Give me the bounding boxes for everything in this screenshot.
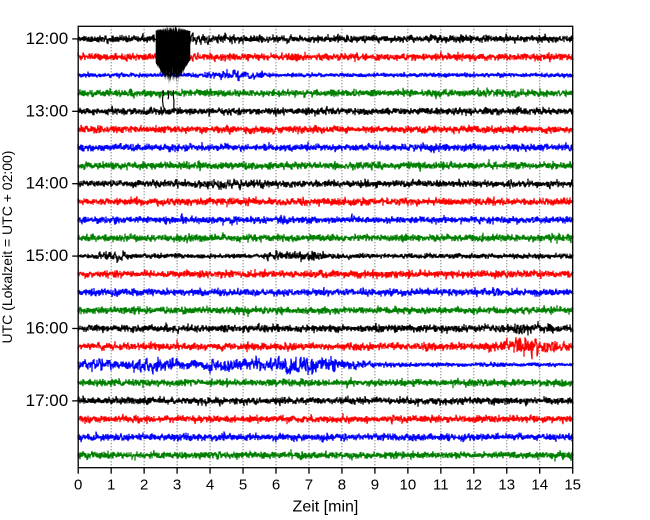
svg-text:11: 11 bbox=[433, 477, 449, 494]
svg-text:Zeit [min]: Zeit [min] bbox=[293, 499, 359, 516]
svg-text:UTC (Lokalzeit = UTC + 02:00): UTC (Lokalzeit = UTC + 02:00) bbox=[0, 151, 15, 344]
svg-text:4: 4 bbox=[206, 477, 214, 494]
svg-text:2: 2 bbox=[140, 477, 148, 494]
svg-text:10: 10 bbox=[400, 477, 417, 494]
svg-text:16:00: 16:00 bbox=[26, 318, 69, 337]
svg-text:14:00: 14:00 bbox=[26, 174, 69, 193]
svg-text:12:00: 12:00 bbox=[26, 29, 69, 48]
svg-text:13:00: 13:00 bbox=[26, 101, 69, 120]
svg-text:5: 5 bbox=[239, 477, 247, 494]
svg-text:6: 6 bbox=[272, 477, 280, 494]
svg-text:15:00: 15:00 bbox=[26, 246, 69, 265]
svg-text:7: 7 bbox=[305, 477, 313, 494]
svg-text:14: 14 bbox=[531, 477, 548, 494]
svg-text:9: 9 bbox=[371, 477, 379, 494]
svg-text:17:00: 17:00 bbox=[26, 391, 69, 410]
svg-text:15: 15 bbox=[564, 477, 581, 494]
svg-text:12: 12 bbox=[465, 477, 482, 494]
svg-text:8: 8 bbox=[338, 477, 346, 494]
svg-text:3: 3 bbox=[173, 477, 181, 494]
svg-text:13: 13 bbox=[498, 477, 515, 494]
svg-text:0: 0 bbox=[74, 477, 82, 494]
svg-text:1: 1 bbox=[107, 477, 115, 494]
